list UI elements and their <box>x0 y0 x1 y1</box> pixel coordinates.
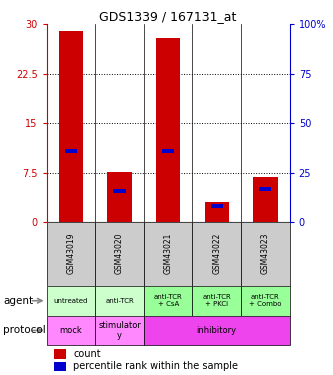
Bar <box>259 187 271 191</box>
Bar <box>156 38 180 222</box>
Text: stimulator
y: stimulator y <box>98 321 141 340</box>
Text: GSM43019: GSM43019 <box>66 232 76 274</box>
Text: untreated: untreated <box>54 298 88 304</box>
Text: GSM43021: GSM43021 <box>164 232 173 274</box>
Text: GSM43020: GSM43020 <box>115 232 124 274</box>
Bar <box>65 149 77 153</box>
FancyBboxPatch shape <box>144 222 192 286</box>
Bar <box>204 202 229 222</box>
Bar <box>107 172 132 222</box>
FancyBboxPatch shape <box>144 286 192 316</box>
Bar <box>114 189 126 193</box>
Bar <box>211 204 223 208</box>
Bar <box>162 149 174 153</box>
Text: count: count <box>73 349 101 359</box>
FancyBboxPatch shape <box>241 286 290 316</box>
FancyBboxPatch shape <box>144 316 290 345</box>
FancyBboxPatch shape <box>47 316 95 345</box>
Text: inhibitory: inhibitory <box>197 326 237 335</box>
FancyBboxPatch shape <box>192 222 241 286</box>
Text: GSM43023: GSM43023 <box>261 232 270 274</box>
Bar <box>253 177 278 222</box>
Text: protocol: protocol <box>3 326 46 335</box>
Text: percentile rank within the sample: percentile rank within the sample <box>73 362 238 371</box>
FancyBboxPatch shape <box>95 286 144 316</box>
Text: anti-TCR
+ PKCi: anti-TCR + PKCi <box>202 294 231 307</box>
FancyBboxPatch shape <box>241 222 290 286</box>
Text: agent: agent <box>3 296 33 306</box>
FancyBboxPatch shape <box>192 286 241 316</box>
Text: anti-TCR
+ Combo: anti-TCR + Combo <box>249 294 282 307</box>
Title: GDS1339 / 167131_at: GDS1339 / 167131_at <box>100 10 237 23</box>
Bar <box>59 31 83 222</box>
FancyBboxPatch shape <box>47 222 95 286</box>
Text: mock: mock <box>60 326 82 335</box>
FancyBboxPatch shape <box>47 286 95 316</box>
Text: anti-TCR: anti-TCR <box>105 298 134 304</box>
FancyBboxPatch shape <box>95 316 144 345</box>
Bar <box>54 349 66 358</box>
Bar <box>54 362 66 371</box>
FancyBboxPatch shape <box>95 222 144 286</box>
Text: anti-TCR
+ CsA: anti-TCR + CsA <box>154 294 182 307</box>
Text: GSM43022: GSM43022 <box>212 232 221 274</box>
